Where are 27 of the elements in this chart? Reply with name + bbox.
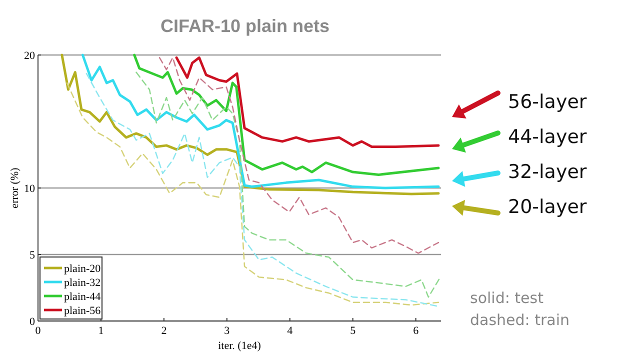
- line-series: [175, 56, 440, 148]
- y-tick-label: 20: [24, 50, 36, 62]
- x-tick-label: 4: [287, 325, 294, 337]
- y-axis-title: error (%): [9, 167, 21, 208]
- text: dashed: train: [470, 311, 570, 329]
- legend-label: plain-20: [64, 263, 102, 275]
- text: 44-layer: [508, 126, 587, 148]
- y-tick-label: 10: [24, 183, 36, 195]
- legend-label: plain-44: [64, 291, 102, 303]
- legend-label: plain-56: [64, 305, 102, 317]
- text: 20-layer: [508, 196, 587, 218]
- legend-label: plain-32: [64, 277, 101, 289]
- x-tick-label: 6: [413, 325, 420, 337]
- chart-title: CIFAR-10 plain nets: [160, 16, 330, 36]
- line-series: [133, 54, 440, 176]
- y-tick-label: 0: [30, 316, 36, 328]
- x-axis-title: iter. (1e4): [218, 340, 262, 352]
- x-tick-label: 2: [161, 325, 167, 337]
- y-tick-label: 5: [30, 250, 36, 262]
- text: solid: test: [470, 289, 544, 307]
- text: 56-layer: [508, 91, 587, 113]
- x-tick-label: 3: [224, 325, 230, 337]
- x-tick-label: 5: [350, 325, 356, 337]
- text: 32-layer: [508, 161, 587, 183]
- line-series: [136, 72, 442, 298]
- x-tick-label: 1: [98, 325, 104, 337]
- line-series: [158, 57, 440, 254]
